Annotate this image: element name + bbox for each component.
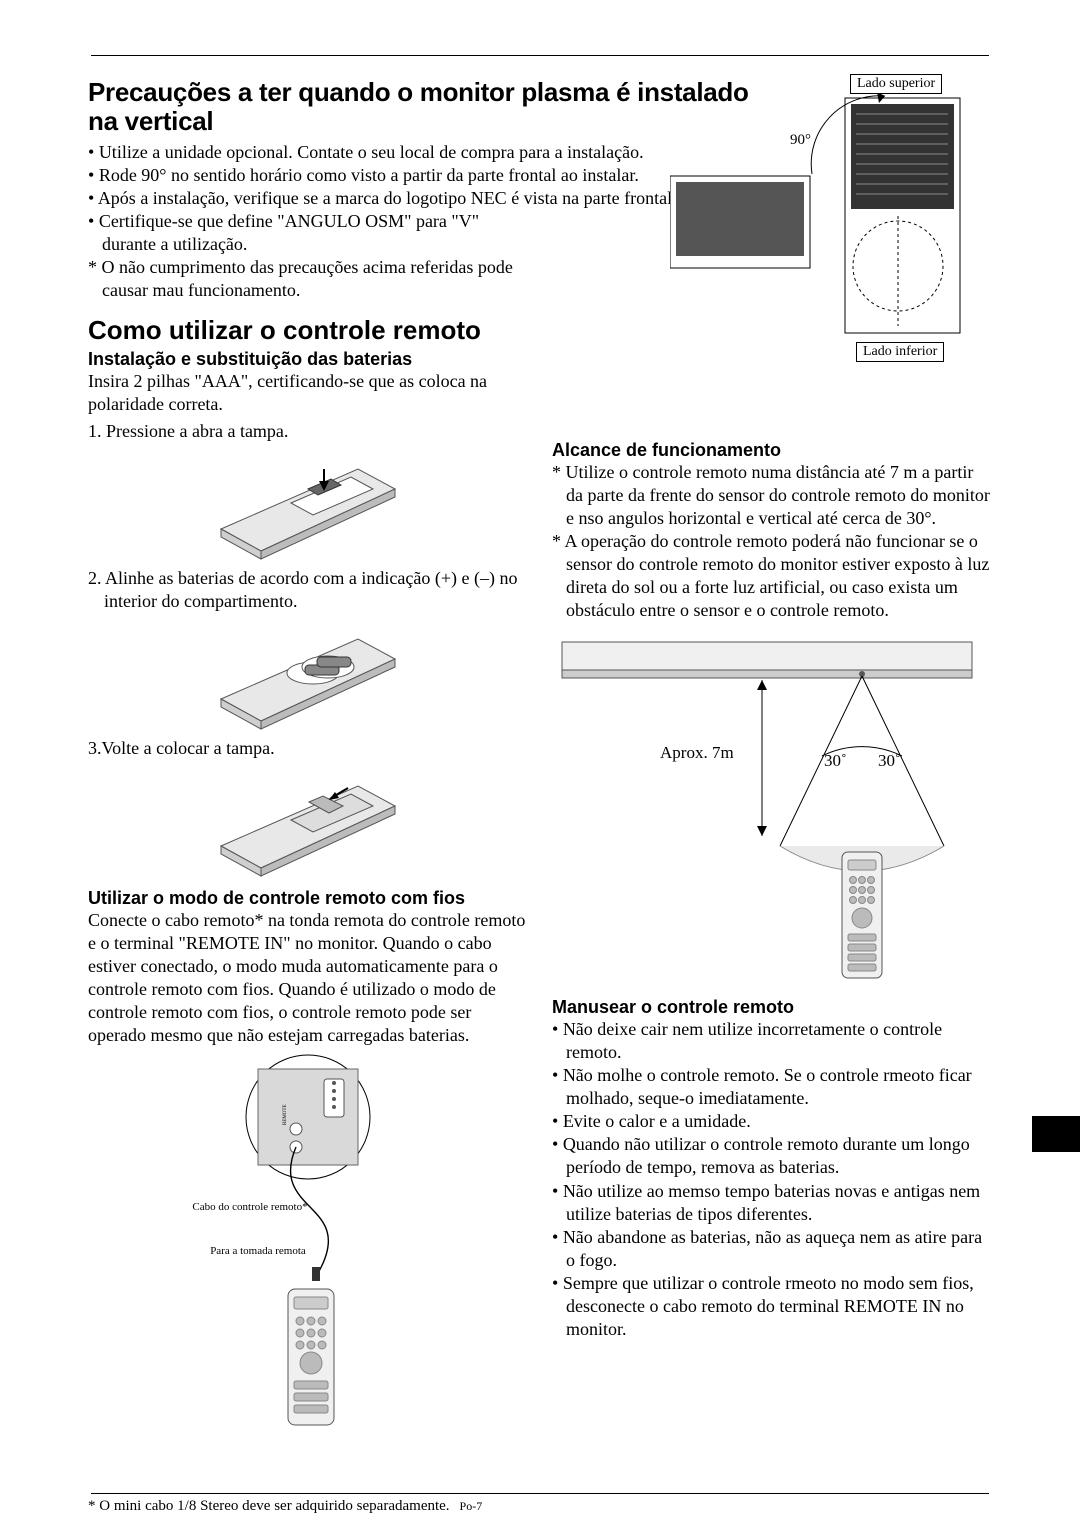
h-b4: Quando não utilizar o controle remoto du… <box>552 1133 992 1179</box>
h-b2: Não molhe o controle remoto. Se o contro… <box>552 1064 992 1110</box>
handle-bullets: Não deixe cair nem utilize incorretament… <box>552 1018 992 1340</box>
rotation-svg <box>670 76 970 366</box>
range-a2: A operação do controle remoto poderá não… <box>552 530 992 622</box>
wired-body: Conecte o cabo remoto* na tonda remota d… <box>88 909 528 1047</box>
range-svg <box>552 636 982 986</box>
fig-step2 <box>88 621 528 731</box>
right-column: Alcance de funcionamento Utilize o contr… <box>552 420 992 1463</box>
section1-title-line1: Precauções a ter quando o monitor plasma… <box>88 77 749 107</box>
range-diagram: Aprox. 7m 30˚ 30˚ <box>552 636 992 991</box>
footnote: * O mini cabo 1/8 Stereo deve ser adquir… <box>88 1498 450 1515</box>
insert-text: Insira 2 pilhas "AAA", certificando-se q… <box>88 370 518 416</box>
range-asters: Utilize o controle remoto numa distância… <box>552 461 992 622</box>
page-rule-bottom <box>91 1493 989 1494</box>
fig-step3 <box>88 768 528 878</box>
step3: 3.Volte a colocar a tampa. <box>88 737 528 760</box>
fig-wired: REMOTE Cabo do controle remoto* <box>88 1053 528 1457</box>
aprox-label: Aprox. 7m <box>660 743 734 763</box>
left-column: 1. Pressione a abra a tampa. 2. Alinhe a… <box>88 420 528 1463</box>
section1-title-line2: na vertical <box>88 106 213 136</box>
s1-a1: O não cumprimento das precauções acima r… <box>88 256 518 302</box>
section1-asters: O não cumprimento das precauções acima r… <box>88 256 518 302</box>
h-b5: Não utilize ao memso tempo baterias nova… <box>552 1180 992 1226</box>
vertical-install-diagram: Lado superior 90° Lado inferior <box>670 76 970 366</box>
remote-step3-svg <box>213 768 403 878</box>
fig-step1 <box>88 451 528 561</box>
thumb-tab <box>1032 1116 1080 1152</box>
range-a1: Utilize o controle remoto numa distância… <box>552 461 992 530</box>
page-number: Po-7 <box>460 1499 483 1514</box>
range-title: Alcance de funcionamento <box>552 440 992 461</box>
handle-title: Manusear o controle remoto <box>552 997 992 1018</box>
label-bottom: Lado inferior <box>856 342 944 362</box>
angle1: 30˚ <box>824 751 847 771</box>
angle-label: 90° <box>790 132 811 149</box>
jack-label: Para a tomada remota <box>210 1245 306 1257</box>
h-b1: Não deixe cair nem utilize incorretament… <box>552 1018 992 1064</box>
step1: 1. Pressione a abra a tampa. <box>88 420 528 443</box>
label-top: Lado superior <box>850 74 942 94</box>
remote-step2-svg <box>213 621 403 731</box>
step2: 2. Alinhe as baterias de acordo com a in… <box>88 567 528 613</box>
wired-title: Utilizar o modo de controle remoto com f… <box>88 888 528 909</box>
angle2: 30˚ <box>878 751 901 771</box>
remote-step1-svg <box>213 451 403 561</box>
s1-b4: Certifique-se que define "ANGULO OSM" pa… <box>88 210 518 256</box>
svg-text:REMOTE: REMOTE <box>283 1105 288 1126</box>
page-rule-top <box>91 55 989 56</box>
h-b3: Evite o calor e a umidade. <box>552 1110 992 1133</box>
cable-label: Cabo do controle remoto* <box>192 1201 307 1213</box>
wired-svg: REMOTE <box>208 1053 408 1433</box>
h-b6: Não abandone as baterias, não as aqueça … <box>552 1226 992 1272</box>
h-b7: Sempre que utilizar o controle rmeoto no… <box>552 1272 992 1341</box>
